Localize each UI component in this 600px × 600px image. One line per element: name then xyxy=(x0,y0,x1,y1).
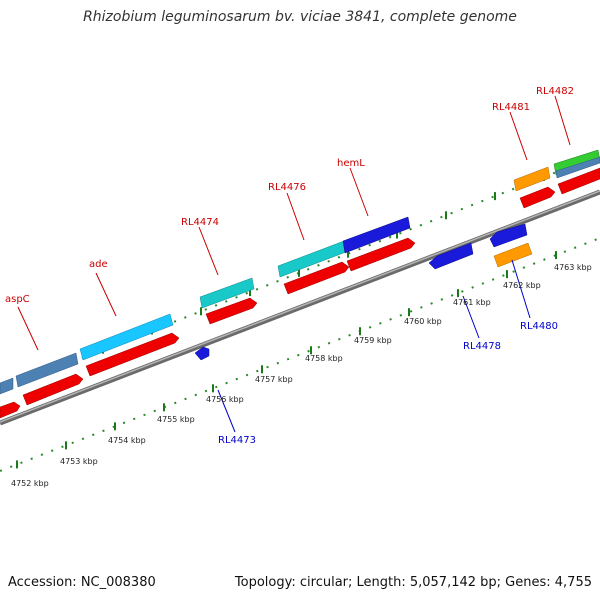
gene-block-orange[interactable] xyxy=(513,166,551,192)
gene-label-ade[interactable]: ade xyxy=(89,259,108,270)
tick-label: 4753 kbp xyxy=(60,457,98,466)
tick-label: 4758 kbp xyxy=(305,354,343,363)
cds-arrow[interactable] xyxy=(346,237,416,272)
accession-text: Accession: NC_008380 xyxy=(8,575,156,590)
gene-block-light-blue[interactable] xyxy=(79,313,174,361)
cds-arrow[interactable] xyxy=(557,167,600,195)
tick-label: 4760 kbp xyxy=(404,317,442,326)
gene-label-RL4474[interactable]: RL4474 xyxy=(181,217,219,228)
gene-block-steel-blue[interactable] xyxy=(555,156,600,179)
gene-label-RL4476[interactable]: RL4476 xyxy=(268,182,306,193)
tick-label: 4757 kbp xyxy=(255,375,293,384)
tick-label: 4759 kbp xyxy=(354,336,392,345)
axis-tick-labels: 4752 kbp 4753 kbp 4754 kbp 4755 kbp 4756… xyxy=(11,263,592,488)
tick-label: 4754 kbp xyxy=(108,436,146,445)
gene-block-steel-blue[interactable] xyxy=(15,352,79,388)
gene-label-aspC[interactable]: aspC xyxy=(5,294,30,305)
reverse-gene-arrow[interactable] xyxy=(428,242,474,270)
sequence-backbone xyxy=(0,189,600,426)
cds-arrow[interactable] xyxy=(0,401,21,419)
gene-label-hemL[interactable]: hemL xyxy=(337,158,365,169)
gene-label-RL4481[interactable]: RL4481 xyxy=(492,102,530,113)
gene-label-RL4473[interactable]: RL4473 xyxy=(218,435,256,446)
tick-label: 4763 kbp xyxy=(554,263,592,272)
tick-label: 4756 kbp xyxy=(206,395,244,404)
gene-block-teal[interactable] xyxy=(199,277,255,309)
tick-label: 4752 kbp xyxy=(11,479,49,488)
genome-summary-text: Topology: circular; Length: 5,057,142 bp… xyxy=(234,575,592,590)
cds-arrow[interactable] xyxy=(519,186,556,209)
tick-label: 4755 kbp xyxy=(157,415,195,424)
gene-label-RL4480[interactable]: RL4480 xyxy=(520,321,558,332)
reverse-gene-arrow[interactable] xyxy=(194,346,210,361)
cds-arrow[interactable] xyxy=(22,373,84,406)
tick-label: 4762 kbp xyxy=(503,281,541,290)
cds-arrow[interactable] xyxy=(85,332,180,377)
gene-block-dark-blue[interactable] xyxy=(342,216,411,254)
map-title: Rhizobium leguminosarum bv. viciae 3841,… xyxy=(83,9,517,25)
cds-arrow[interactable] xyxy=(283,261,350,295)
tick-label: 4761 kbp xyxy=(453,298,491,307)
gene-label-RL4478[interactable]: RL4478 xyxy=(463,341,501,352)
major-ticks xyxy=(4,153,594,469)
cds-track xyxy=(0,167,600,419)
gene-label-RL4482[interactable]: RL4482 xyxy=(536,86,574,97)
callout-lines xyxy=(17,95,571,433)
cds-arrow[interactable] xyxy=(205,297,258,325)
gene-block-steel-blue[interactable] xyxy=(0,377,14,395)
gene-track-forward xyxy=(0,149,600,395)
gene-track-reverse xyxy=(194,223,533,361)
gene-labels: aspC ade RL4474 RL4476 hemL RL4481 RL448… xyxy=(5,86,574,446)
reverse-gene-arrow[interactable] xyxy=(489,223,528,248)
reverse-gene-orange[interactable] xyxy=(493,242,533,268)
